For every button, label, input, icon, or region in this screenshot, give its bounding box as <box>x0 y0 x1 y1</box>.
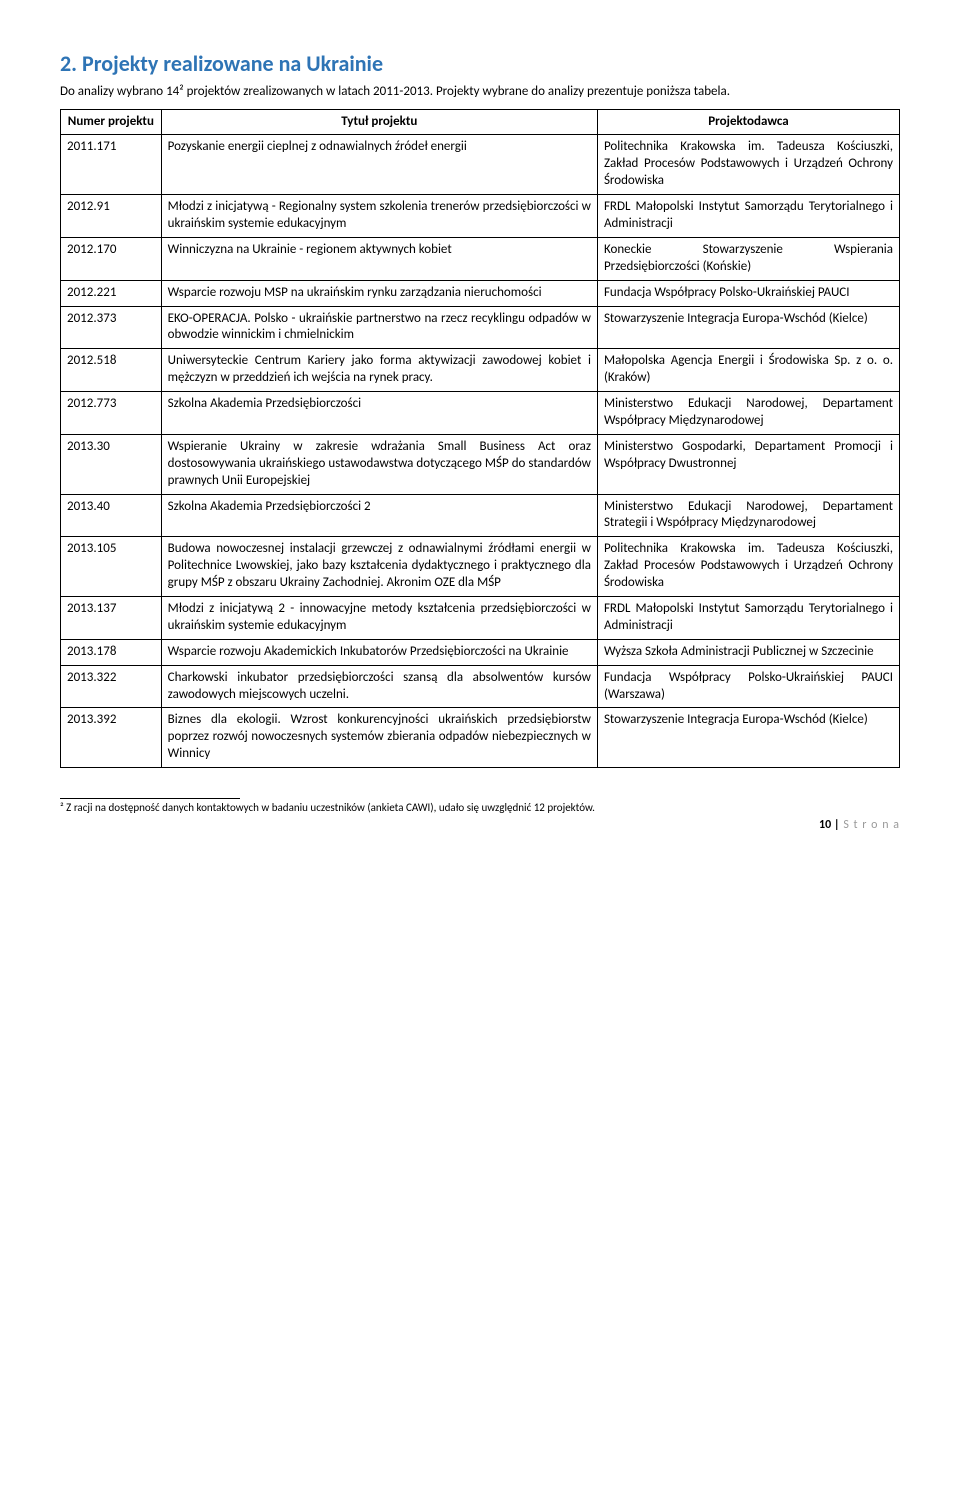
cell-org: Ministerstwo Edukacji Narodowej, Departa… <box>597 494 899 537</box>
cell-num: 2013.322 <box>61 665 162 708</box>
header-title: Tytuł projektu <box>161 109 597 135</box>
cell-num: 2013.30 <box>61 434 162 494</box>
page-number: 10 | S t r o n a <box>60 818 900 832</box>
table-header-row: Numer projektu Tytuł projektu Projektoda… <box>61 109 900 135</box>
cell-num: 2012.91 <box>61 195 162 238</box>
cell-title: Młodzi z inicjatywą 2 - innowacyjne meto… <box>161 597 597 640</box>
cell-title: Wspieranie Ukrainy w zakresie wdrażania … <box>161 434 597 494</box>
cell-org: Fundacja Współpracy Polsko-Ukraińskiej P… <box>597 280 899 306</box>
cell-org: Politechnika Krakowska im. Tadeusza Kośc… <box>597 537 899 597</box>
table-row: 2013.105Budowa nowoczesnej instalacji gr… <box>61 537 900 597</box>
cell-org: Wyższa Szkoła Administracji Publicznej w… <box>597 639 899 665</box>
cell-org: Stowarzyszenie Integracja Europa-Wschód … <box>597 306 899 349</box>
projects-table: Numer projektu Tytuł projektu Projektoda… <box>60 109 900 769</box>
section-heading: 2. Projekty realizowane na Ukrainie <box>60 50 900 77</box>
intro-paragraph: Do analizy wybrano 14² projektów zrealiz… <box>60 83 900 101</box>
table-row: 2012.221Wsparcie rozwoju MSP na ukraińsk… <box>61 280 900 306</box>
table-row: 2013.392Biznes dla ekologii. Wzrost konk… <box>61 708 900 768</box>
page-number-value: 10 | <box>819 818 840 832</box>
cell-title: Biznes dla ekologii. Wzrost konkurencyjn… <box>161 708 597 768</box>
footnote-text: ² Z racji na dostępność danych kontaktow… <box>60 801 900 814</box>
cell-num: 2012.170 <box>61 237 162 280</box>
cell-title: Wsparcie rozwoju MSP na ukraińskim rynku… <box>161 280 597 306</box>
table-row: 2012.373EKO-OPERACJA. Polsko - ukraiński… <box>61 306 900 349</box>
cell-title: Budowa nowoczesnej instalacji grzewczej … <box>161 537 597 597</box>
cell-org: Ministerstwo Edukacji Narodowej, Departa… <box>597 392 899 435</box>
cell-title: Wsparcie rozwoju Akademickich Inkubatoró… <box>161 639 597 665</box>
cell-num: 2011.171 <box>61 135 162 195</box>
table-row: 2013.40Szkolna Akademia Przedsiębiorczoś… <box>61 494 900 537</box>
cell-num: 2013.178 <box>61 639 162 665</box>
cell-title: Szkolna Akademia Przedsiębiorczości 2 <box>161 494 597 537</box>
cell-num: 2012.518 <box>61 349 162 392</box>
table-row: 2013.30Wspieranie Ukrainy w zakresie wdr… <box>61 434 900 494</box>
cell-title: Szkolna Akademia Przedsiębiorczości <box>161 392 597 435</box>
header-num: Numer projektu <box>61 109 162 135</box>
table-row: 2013.137Młodzi z inicjatywą 2 - innowacy… <box>61 597 900 640</box>
table-row: 2012.518Uniwersyteckie Centrum Kariery j… <box>61 349 900 392</box>
cell-org: Fundacja Współpracy Polsko-Ukraińskiej P… <box>597 665 899 708</box>
cell-org: Ministerstwo Gospodarki, Departament Pro… <box>597 434 899 494</box>
page-number-word: S t r o n a <box>843 818 900 832</box>
cell-org: Małopolska Agencja Energii i Środowiska … <box>597 349 899 392</box>
footnote-separator <box>60 798 240 799</box>
cell-org: Stowarzyszenie Integracja Europa-Wschód … <box>597 708 899 768</box>
cell-org: FRDL Małopolski Instytut Samorządu Teryt… <box>597 195 899 238</box>
cell-num: 2013.137 <box>61 597 162 640</box>
cell-num: 2012.373 <box>61 306 162 349</box>
header-org: Projektodawca <box>597 109 899 135</box>
cell-title: EKO-OPERACJA. Polsko - ukraińskie partne… <box>161 306 597 349</box>
cell-num: 2012.221 <box>61 280 162 306</box>
cell-title: Charkowski inkubator przedsiębiorczości … <box>161 665 597 708</box>
cell-num: 2013.105 <box>61 537 162 597</box>
cell-num: 2012.773 <box>61 392 162 435</box>
table-row: 2011.171Pozyskanie energii cieplnej z od… <box>61 135 900 195</box>
cell-org: FRDL Małopolski Instytut Samorządu Teryt… <box>597 597 899 640</box>
cell-title: Młodzi z inicjatywą - Regionalny system … <box>161 195 597 238</box>
table-row: 2013.322Charkowski inkubator przedsiębio… <box>61 665 900 708</box>
cell-num: 2013.392 <box>61 708 162 768</box>
cell-title: Winniczyzna na Ukrainie - regionem aktyw… <box>161 237 597 280</box>
table-row: 2012.170Winniczyzna na Ukrainie - region… <box>61 237 900 280</box>
cell-org: Politechnika Krakowska im. Tadeusza Kośc… <box>597 135 899 195</box>
table-row: 2012.773Szkolna Akademia Przedsiębiorczo… <box>61 392 900 435</box>
table-row: 2012.91Młodzi z inicjatywą - Regionalny … <box>61 195 900 238</box>
cell-title: Pozyskanie energii cieplnej z odnawialny… <box>161 135 597 195</box>
cell-num: 2013.40 <box>61 494 162 537</box>
cell-org: Koneckie Stowarzyszenie Wspierania Przed… <box>597 237 899 280</box>
cell-title: Uniwersyteckie Centrum Kariery jako form… <box>161 349 597 392</box>
table-row: 2013.178Wsparcie rozwoju Akademickich In… <box>61 639 900 665</box>
